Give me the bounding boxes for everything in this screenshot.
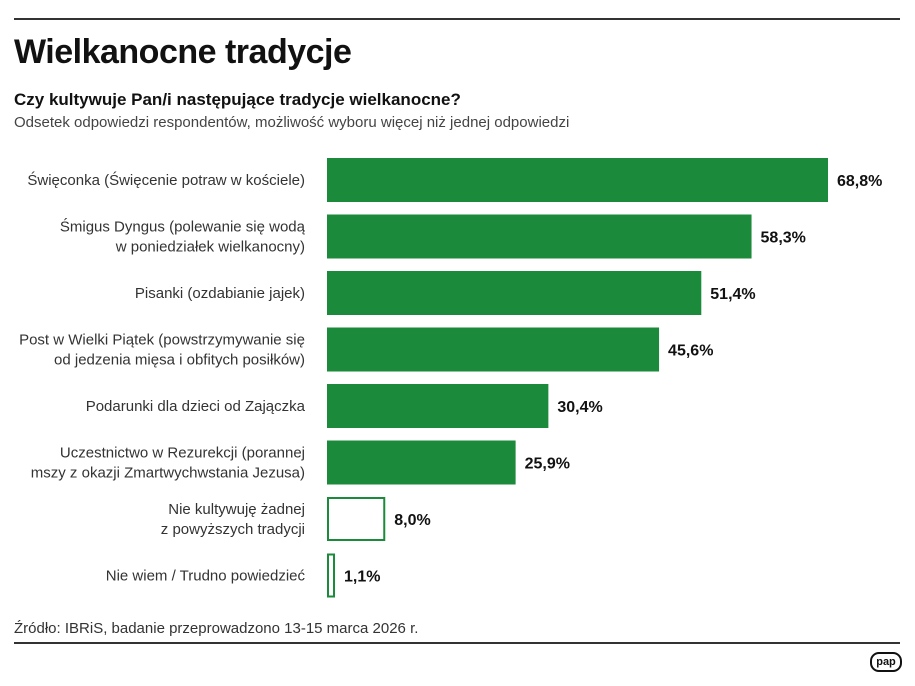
bar — [327, 327, 660, 372]
bar — [327, 158, 828, 202]
source-note: Źródło: IBRiS, badanie przeprowadzono 13… — [14, 620, 419, 637]
bar — [327, 440, 516, 485]
value-label: 25,9% — [525, 456, 570, 473]
value-label: 58,3% — [761, 230, 806, 247]
bar — [327, 497, 386, 541]
chart-description: Odsetek odpowiedzi respondentów, możliwo… — [14, 114, 570, 131]
top-rule — [14, 18, 900, 20]
category-label: Podarunki dla dzieci od Zajączka — [86, 398, 306, 415]
bottom-rule — [14, 642, 900, 644]
chart-subtitle: Czy kultywuje Pan/i następujące tradycje… — [14, 90, 461, 109]
category-label: Nie wiem / Trudno powiedzieć — [106, 568, 306, 585]
value-label: 1,1% — [344, 569, 380, 586]
category-label: Śmigus Dyngus (polewanie się wodą — [60, 218, 306, 236]
bar — [327, 553, 336, 598]
bar — [327, 271, 702, 315]
category-label: Pisanki (ozdabianie jajek) — [135, 285, 305, 302]
value-label: 8,0% — [394, 512, 430, 529]
bar — [327, 384, 549, 428]
category-label: w poniedziałek wielkanocny) — [115, 239, 305, 256]
value-label: 68,8% — [837, 173, 882, 190]
chart-title: Wielkanocne tradycje — [14, 33, 352, 71]
category-label: od jedzenia mięsa i obfitych posiłków) — [54, 352, 305, 369]
category-label: Uczestnictwo w Rezurekcji (porannej — [60, 445, 305, 462]
category-label: Post w Wielki Piątek (powstrzymywanie si… — [19, 332, 305, 349]
category-label: Święconka (Święcenie potraw w kościele) — [27, 171, 305, 189]
bar — [327, 214, 752, 259]
category-label: z powyższych tradycji — [161, 521, 305, 538]
category-label: mszy z okazji Zmartwychwstania Jezusa) — [31, 465, 305, 482]
pap-logo: pap — [870, 652, 902, 672]
value-label: 45,6% — [668, 343, 713, 360]
category-label: Nie kultywuję żadnej — [168, 501, 305, 518]
value-label: 30,4% — [557, 399, 602, 416]
value-label: 51,4% — [710, 286, 755, 303]
